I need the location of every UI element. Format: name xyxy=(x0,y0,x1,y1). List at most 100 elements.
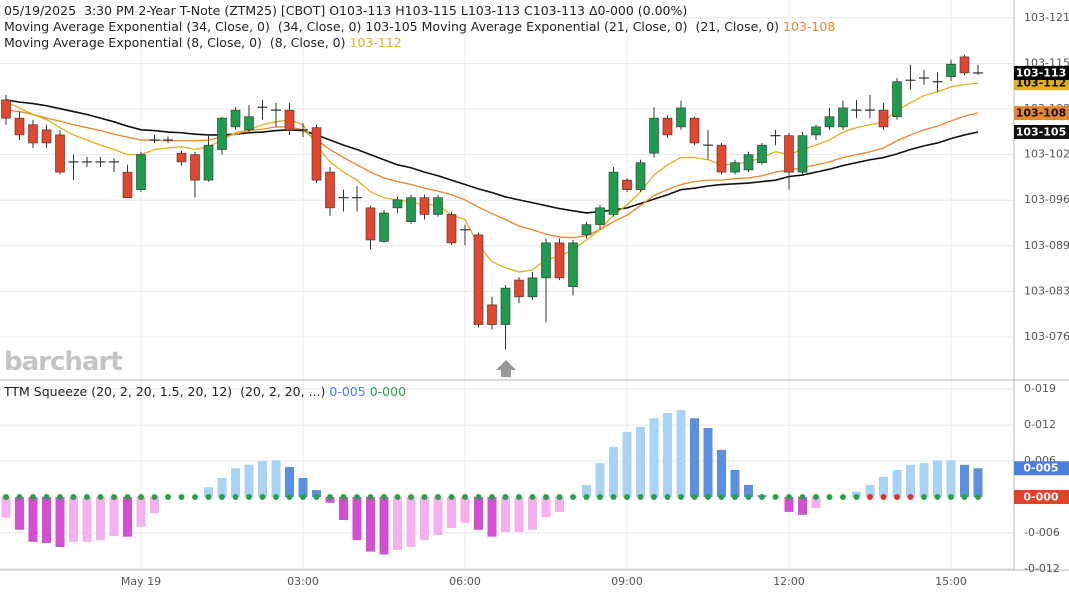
histogram-bar xyxy=(906,464,915,497)
candle-body xyxy=(217,117,227,150)
histogram-bar xyxy=(433,496,443,535)
x-tick-label: 06:00 xyxy=(449,575,481,588)
histogram-bar xyxy=(1,496,11,518)
candle-body xyxy=(541,242,551,279)
histogram-bar xyxy=(744,484,753,497)
histogram-bar xyxy=(528,496,537,530)
squeeze-dot xyxy=(880,493,887,500)
squeeze-dot xyxy=(691,493,698,500)
histogram-bar xyxy=(636,426,645,497)
squeeze-dot xyxy=(408,493,414,500)
candle-body xyxy=(41,129,52,144)
squeeze-dot xyxy=(286,493,293,500)
squeeze-dot xyxy=(732,493,738,500)
candle-body xyxy=(176,152,187,163)
candle-body xyxy=(325,171,335,209)
squeeze-dot xyxy=(853,493,860,500)
candle-body xyxy=(649,117,659,154)
histogram-bar xyxy=(271,460,281,497)
candle-body xyxy=(244,116,254,131)
histogram-bar xyxy=(703,427,713,497)
squeeze-dot xyxy=(340,493,347,500)
squeeze-dot xyxy=(718,493,725,500)
dot-box xyxy=(1014,489,1069,504)
histogram-bar xyxy=(82,496,92,542)
candle-body xyxy=(203,144,214,181)
squeeze-dot xyxy=(70,493,77,500)
histogram-bar xyxy=(582,484,591,497)
candle-body xyxy=(554,242,565,279)
squeeze-dot xyxy=(651,493,657,500)
legend-name: TTM Squeeze (20, 2, 20, 1.5, 20, 12) (20… xyxy=(3,384,325,399)
histogram-bar xyxy=(933,460,942,497)
candle-body xyxy=(608,171,619,215)
histogram-bar xyxy=(609,446,618,497)
marks-layer xyxy=(1,54,983,555)
candle-body xyxy=(365,207,376,241)
y-tick-label: 103-089 xyxy=(1024,239,1069,252)
candle-body xyxy=(311,127,322,181)
histogram-bar xyxy=(231,468,240,497)
squeeze-dot xyxy=(759,493,765,500)
squeeze-dot xyxy=(516,493,522,500)
histogram-bar xyxy=(420,496,429,541)
candle-body xyxy=(676,107,686,128)
candle-body xyxy=(446,214,457,244)
squeeze-dot xyxy=(475,493,482,500)
squeeze-dot xyxy=(273,493,279,500)
x-tick-label: 12:00 xyxy=(773,575,805,588)
histogram-bar xyxy=(487,496,497,537)
candle-body xyxy=(392,199,403,209)
candle-body xyxy=(878,109,889,128)
squeeze-dot xyxy=(165,493,171,500)
x-tick-label: 03:00 xyxy=(287,575,319,588)
squeeze-dot xyxy=(57,493,63,500)
grid-layer xyxy=(0,0,1014,570)
squeeze-dot xyxy=(678,493,684,500)
y-tick-label: 0-012 xyxy=(1024,418,1056,431)
squeeze-dot xyxy=(219,493,225,500)
histogram-bar xyxy=(96,496,105,541)
candle-body xyxy=(122,171,133,198)
squeeze-dot xyxy=(637,493,644,500)
candle-body xyxy=(784,135,794,173)
legend-line: Moving Average Exponential (34, Close, 0… xyxy=(4,19,835,34)
squeeze-dot xyxy=(543,493,549,500)
histogram-bar xyxy=(69,496,78,542)
candle-body xyxy=(959,56,970,74)
candle-body xyxy=(284,109,295,131)
squeeze-dot xyxy=(259,493,266,500)
histogram-bar xyxy=(204,487,213,497)
value-box-label: 0-005 xyxy=(1023,462,1058,475)
y-tick-label: 103-102 xyxy=(1024,148,1069,161)
candle-body xyxy=(581,224,592,236)
watermark: barchart xyxy=(4,347,122,377)
histogram-bar xyxy=(946,460,956,497)
candle-body xyxy=(230,109,241,128)
candle-body xyxy=(824,116,835,128)
candle-body xyxy=(730,162,740,173)
histogram-bar xyxy=(15,496,24,530)
squeeze-dot xyxy=(826,493,833,500)
histogram-bar xyxy=(622,432,632,497)
histogram-bar xyxy=(217,478,227,497)
histogram-bar xyxy=(339,496,348,520)
candle-body xyxy=(190,154,200,181)
squeeze-dot xyxy=(43,493,50,500)
candle-body xyxy=(1,99,11,119)
histogram-bar xyxy=(55,496,65,548)
histogram-bar xyxy=(393,496,402,550)
squeeze-dot xyxy=(30,493,36,500)
price-box-label: 103-108 xyxy=(1016,107,1067,120)
histogram-bar xyxy=(379,496,389,555)
histogram-bar xyxy=(973,468,983,497)
squeeze-dot xyxy=(529,493,536,500)
candle-body xyxy=(28,124,38,144)
legend-name: Moving Average Exponential (21, Close, 0… xyxy=(422,19,779,34)
price-box xyxy=(1014,106,1069,121)
x-tick-label: May 19 xyxy=(121,575,161,588)
y-tick-label: 103-121 xyxy=(1024,11,1069,24)
histogram-bar xyxy=(298,478,308,497)
ema-line xyxy=(5,109,979,239)
